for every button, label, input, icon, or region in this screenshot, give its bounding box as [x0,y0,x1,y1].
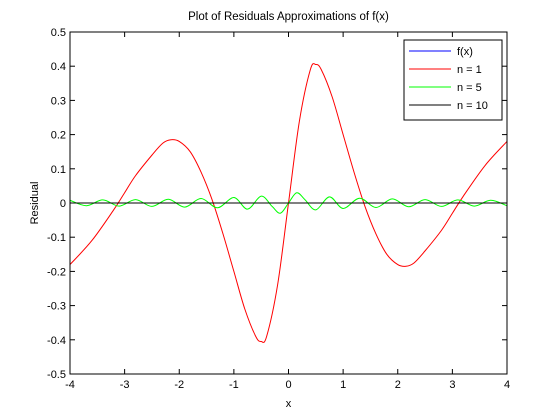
legend-label-2: n = 1 [457,64,482,76]
x-tick-label: -2 [174,379,184,391]
x-tick-label: 3 [449,379,455,391]
y-tick-label: -0.2 [47,266,66,278]
series-layer [69,63,508,343]
y-tick-label: 0.2 [51,130,66,142]
y-axis-label: Residual [29,182,41,225]
y-tick-label: 0 [60,198,66,210]
x-tick-label: 0 [285,379,291,391]
legend-box [403,39,503,121]
ticks-layer: -4 -3 -2 -1 0 1 2 3 4 -0.5 -0.4 -0.3 -0.2 -0.1 0 0.1 0.2… [47,27,510,391]
x-tick-label: 2 [395,379,401,391]
y-tick-label: 0.4 [51,61,66,73]
y-tick-label: 0.3 [51,95,66,107]
legend: f(x) n = 1 n = 5 n = 10 [403,39,503,121]
axes-box [69,31,508,375]
x-tick-label: -3 [120,379,130,391]
y-tick-label: -0.3 [47,301,66,313]
legend-entries: f(x) n = 1 n = 5 n = 10 [409,46,488,112]
x-tick-label: 1 [340,379,346,391]
legend-label-1: f(x) [457,46,473,58]
x-tick-label: -1 [229,379,239,391]
y-tick-label: -0.5 [47,369,66,381]
y-tick-label: 0.1 [51,164,66,176]
x-tick-label: -4 [65,379,75,391]
chart-title: Plot of Residuals Approximations of f(x) [188,11,389,23]
legend-label-4: n = 10 [457,100,488,112]
legend-label-3: n = 5 [457,82,482,94]
x-tick-label: 4 [504,379,510,391]
x-axis-label: x [286,398,292,410]
y-tick-label: 0.5 [51,27,66,39]
y-tick-label: -0.4 [47,335,66,347]
y-tick-label: -0.1 [47,232,66,244]
